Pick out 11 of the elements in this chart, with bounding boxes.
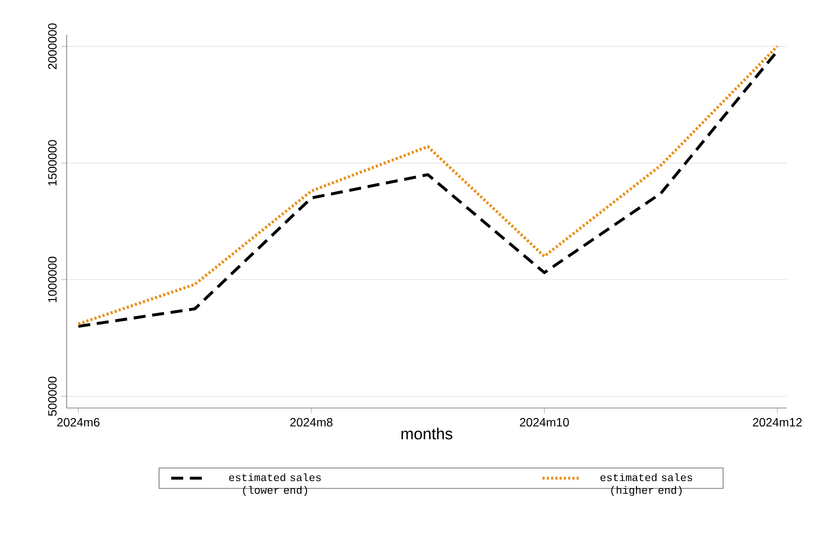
- y-tick-label: 1500000: [48, 140, 57, 186]
- x-tick-label: 2024m8: [290, 418, 332, 427]
- legend-label: estimated sales (lower end): [229, 473, 321, 496]
- y-tick-label: 2000000: [48, 23, 57, 70]
- y-tick-label: 1000000: [48, 256, 57, 302]
- legend-label: estimated sales (higher end): [600, 473, 692, 496]
- x-tick-label: 2024m10: [520, 418, 569, 427]
- x-tick-label: 2024m12: [752, 418, 802, 427]
- x-axis-title: months: [402, 428, 452, 440]
- x-tick-label: 2024m6: [57, 418, 100, 427]
- y-tick-label: 500000: [48, 376, 57, 416]
